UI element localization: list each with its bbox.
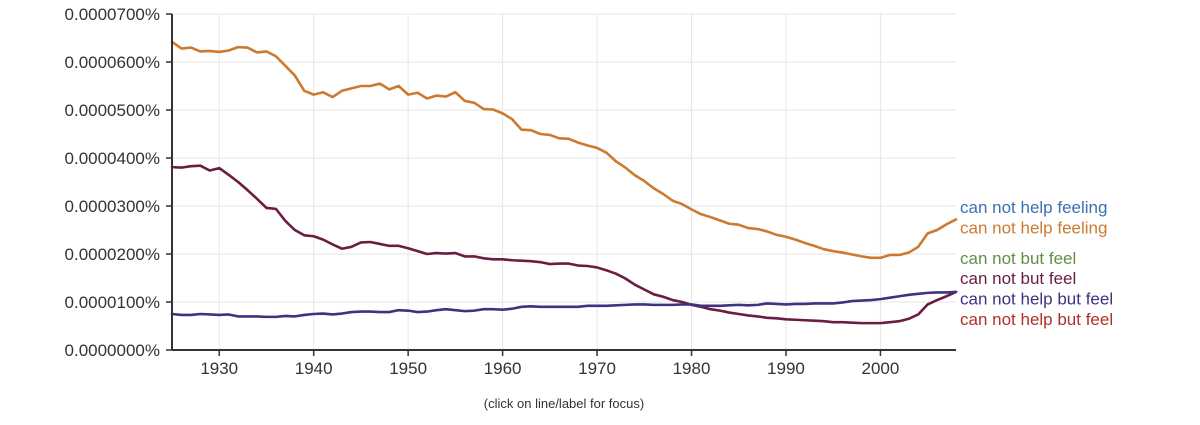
x-tick-label: 1960 <box>484 359 522 378</box>
y-tick-label: 0.0000700% <box>65 5 160 24</box>
legend-item-can-not-help-but-feel[interactable]: can not help but feel <box>960 310 1113 329</box>
axes <box>171 14 956 351</box>
legend-item-can-not-help-feeling[interactable]: can not help feeling <box>960 198 1107 217</box>
x-tick-label: 2000 <box>862 359 900 378</box>
y-axis-ticks: 0.0000000% 0.0000100% 0.0000200% 0.0000300%… <box>65 5 172 360</box>
y-tick-label: 0.0000600% <box>65 53 160 72</box>
y-tick-label: 0.0000000% <box>65 341 160 360</box>
grid <box>172 13 956 350</box>
series-lines[interactable] <box>170 40 958 325</box>
series-line-can-not-help-but-feel[interactable] <box>170 290 958 319</box>
x-tick-label: 1940 <box>295 359 333 378</box>
focus-hint: (click on line/label for focus) <box>484 396 644 411</box>
legend-item-can-not-but-feel[interactable]: can not but feel <box>960 249 1076 268</box>
series-line-can-not-but-feel[interactable] <box>170 164 958 325</box>
legend-item-can-not-but-feel[interactable]: can not but feel <box>960 269 1076 288</box>
x-axis-ticks: 1930 1940 1950 1960 1970 1980 1990 2000 <box>200 350 899 378</box>
y-tick-label: 0.0000400% <box>65 149 160 168</box>
y-tick-label: 0.0000200% <box>65 245 160 264</box>
x-tick-label: 1990 <box>767 359 805 378</box>
y-tick-label: 0.0000500% <box>65 101 160 120</box>
series-line-can-not-help-feeling[interactable] <box>170 40 958 260</box>
x-tick-label: 1950 <box>389 359 427 378</box>
x-tick-label: 1930 <box>200 359 238 378</box>
legend-item-can-not-help-feeling[interactable]: can not help feeling <box>960 218 1107 237</box>
x-tick-label: 1980 <box>673 359 711 378</box>
legend-item-can-not-help-but-feel[interactable]: can not help but feel <box>960 290 1113 309</box>
y-tick-label: 0.0000100% <box>65 293 160 312</box>
y-tick-label: 0.0000300% <box>65 197 160 216</box>
x-tick-label: 1970 <box>578 359 616 378</box>
